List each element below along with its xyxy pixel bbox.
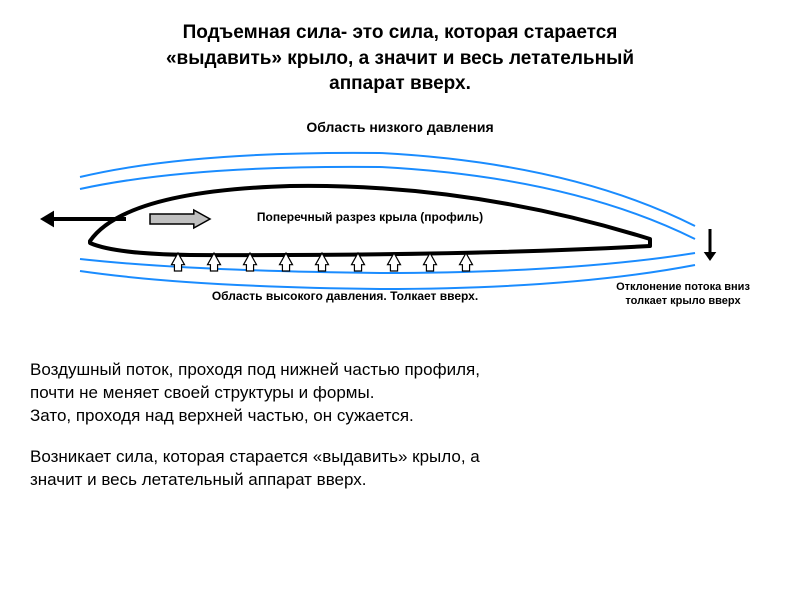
p2-l1: Возникает сила, которая старается «выдав… (30, 447, 480, 466)
body-text: Воздушный поток, проходя под нижней част… (30, 359, 770, 492)
title-line-3: аппарат вверх. (329, 73, 471, 94)
p1-l1: Воздушный поток, проходя под нижней част… (30, 360, 480, 379)
page: Подъемная сила- это сила, которая старае… (0, 0, 800, 600)
label-deflection: Отклонение потока вниз толкает крыло вве… (588, 281, 778, 309)
airfoil-diagram: Область низкого давления Поперечный разр… (30, 111, 770, 341)
title-line-2: «выдавить» крыло, а значит и весь летате… (166, 48, 634, 69)
label-profile: Поперечный разрез крыла (профиль) (220, 210, 520, 224)
p1-l2: почти не меняет своей структуры и формы. (30, 383, 374, 402)
label-low-pressure: Область низкого давления (230, 119, 570, 135)
p2-l2: значит и весь летательный аппарат вверх. (30, 470, 366, 489)
title-line-1: Подъемная сила- это сила, которая старае… (183, 22, 618, 43)
paragraph-1: Воздушный поток, проходя под нижней част… (30, 359, 770, 428)
label-deflection-l1: Отклонение потока вниз (616, 281, 750, 293)
p1-l3: Зато, проходя над верхней частью, он суж… (30, 406, 414, 425)
paragraph-2: Возникает сила, которая старается «выдав… (30, 446, 770, 492)
page-title: Подъемная сила- это сила, которая старае… (30, 20, 770, 97)
label-high-pressure: Область высокого давления. Толкает вверх… (160, 289, 530, 303)
label-deflection-l2: толкает крыло вверх (625, 295, 740, 307)
